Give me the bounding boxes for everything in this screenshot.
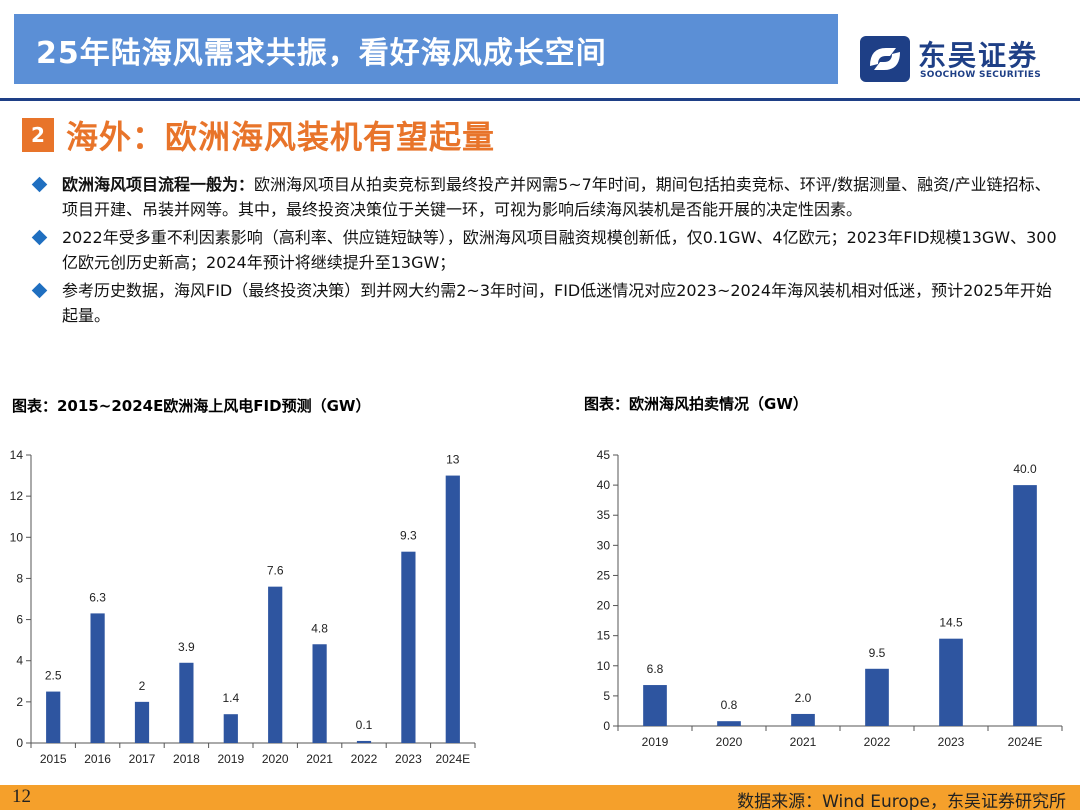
bullet-text: 欧洲海风项目从拍卖竞标到最终投产并网需5~7年时间，期间包括拍卖竞标、环评/数据…	[62, 175, 1051, 219]
bar-value-label: 14.5	[939, 616, 963, 630]
section-title: 海外：欧洲海风装机有望起量	[66, 118, 496, 156]
y-tick-label: 0	[16, 736, 23, 750]
auction-bar-chart: 0 5 10 15 20 25 30 35 40 45 6.8 2019 0.8 2020 2.0 2021 9…	[597, 448, 1063, 749]
bar	[643, 685, 667, 726]
bar	[223, 714, 238, 743]
bullet-item: 2022年受多重不利因素影响（高利率、供应链短缺等），欧洲海风项目融资规模创新低…	[30, 225, 1065, 275]
x-tick-label: 2016	[84, 752, 111, 766]
diamond-bullet-icon	[31, 229, 48, 246]
chart-2-title: 图表：欧洲海风拍卖情况（GW）	[584, 395, 808, 413]
y-tick-label: 25	[597, 568, 611, 582]
bar	[865, 668, 889, 726]
fid-bar-chart: 0 2 4 6 8 10 12 14 2.5 2015 6.3 2016 2 2017 3.9 2018 1.4…	[10, 448, 476, 766]
diamond-bullet-icon	[31, 176, 48, 193]
bar-value-label: 9.3	[400, 529, 417, 543]
bar-value-label: 40.0	[1013, 462, 1037, 476]
bullet-lead: 欧洲海风项目流程一般为：	[62, 175, 255, 194]
x-tick-label: 2023	[938, 735, 965, 749]
bar-value-label: 3.9	[178, 640, 195, 654]
bar-value-label: 13	[446, 453, 460, 467]
header-divider	[0, 98, 1080, 101]
x-tick-label: 2017	[129, 752, 156, 766]
y-tick-label: 0	[603, 719, 610, 733]
bar	[445, 475, 460, 743]
bar-value-label: 2.5	[45, 669, 62, 683]
y-tick-label: 12	[10, 489, 24, 503]
company-logo: 东吴证券 SOOCHOW SECURITIES	[860, 36, 1060, 84]
bar-value-label: 6.3	[89, 590, 106, 604]
y-tick-label: 10	[597, 659, 611, 673]
x-tick-label: 2018	[173, 752, 200, 766]
bar-value-label: 0.8	[721, 698, 738, 712]
bar	[312, 644, 327, 743]
x-tick-label: 2021	[790, 735, 817, 749]
bar-value-label: 2	[139, 679, 146, 693]
x-tick-label: 2021	[306, 752, 333, 766]
y-tick-label: 14	[10, 448, 24, 462]
y-tick-label: 10	[10, 530, 24, 544]
bar	[268, 586, 283, 743]
x-tick-label: 2022	[351, 752, 378, 766]
y-tick-label: 6	[16, 613, 23, 627]
bar-value-label: 0.1	[356, 718, 373, 732]
bar	[717, 721, 741, 726]
footer-bar	[0, 785, 1080, 810]
bar	[401, 551, 416, 743]
title-bar: 25年陆海风需求共振，看好海风成长空间	[14, 14, 838, 84]
y-tick-label: 5	[603, 689, 610, 703]
bar	[791, 713, 815, 726]
x-tick-label: 2020	[262, 752, 289, 766]
bar	[939, 638, 963, 726]
y-tick-label: 2	[16, 695, 23, 709]
page-number: 12	[12, 786, 31, 807]
section-number-badge: 2	[22, 118, 54, 152]
soochow-logo-icon	[860, 36, 910, 82]
y-tick-label: 40	[597, 478, 611, 492]
x-tick-label: 2024E	[435, 752, 470, 766]
x-tick-label: 2015	[40, 752, 67, 766]
bullet-item: 参考历史数据，海风FID（最终投资决策）到并网大约需2~3年时间，FID低迷情况…	[30, 278, 1065, 328]
bar	[46, 691, 61, 743]
bar	[1013, 485, 1037, 726]
x-tick-label: 2024E	[1008, 735, 1043, 749]
y-tick-label: 20	[597, 599, 611, 613]
data-source: 数据来源：Wind Europe，东吴证券研究所	[737, 792, 1066, 810]
bar	[356, 740, 372, 743]
bullet-text: 2022年受多重不利因素影响（高利率、供应链短缺等），欧洲海风项目融资规模创新低…	[62, 228, 1057, 272]
logo-english-name: SOOCHOW SECURITIES	[920, 70, 1041, 80]
bar-value-label: 2.0	[795, 691, 812, 705]
y-tick-label: 30	[597, 538, 611, 552]
bullet-text: 参考历史数据，海风FID（最终投资决策）到并网大约需2~3年时间，FID低迷情况…	[62, 281, 1052, 325]
y-tick-label: 4	[16, 654, 23, 668]
x-tick-label: 2022	[864, 735, 891, 749]
y-tick-label: 15	[597, 629, 611, 643]
bar	[90, 613, 105, 743]
logo-chinese-name: 东吴证券	[918, 39, 1039, 72]
chart-1-title: 图表：2015~2024E欧洲海上风电FID预测（GW）	[12, 397, 371, 415]
bar-value-label: 1.4	[222, 691, 239, 705]
bar-value-label: 4.8	[311, 621, 328, 635]
bar-value-label: 7.6	[267, 564, 284, 578]
page-title: 25年陆海风需求共振，看好海风成长空间	[36, 36, 607, 71]
bar-value-label: 6.8	[647, 662, 664, 676]
y-tick-label: 35	[597, 508, 611, 522]
x-tick-label: 2023	[395, 752, 422, 766]
bar	[179, 662, 194, 743]
y-tick-label: 45	[597, 448, 611, 462]
bullet-list: 欧洲海风项目流程一般为：欧洲海风项目从拍卖竞标到最终投产并网需5~7年时间，期间…	[30, 172, 1065, 331]
bar-value-label: 9.5	[869, 646, 886, 660]
y-tick-label: 8	[16, 571, 23, 585]
x-tick-label: 2019	[217, 752, 244, 766]
x-tick-label: 2019	[642, 735, 669, 749]
diamond-bullet-icon	[31, 282, 48, 299]
bar	[134, 701, 150, 743]
bullet-item: 欧洲海风项目流程一般为：欧洲海风项目从拍卖竞标到最终投产并网需5~7年时间，期间…	[30, 172, 1065, 222]
x-tick-label: 2020	[716, 735, 743, 749]
